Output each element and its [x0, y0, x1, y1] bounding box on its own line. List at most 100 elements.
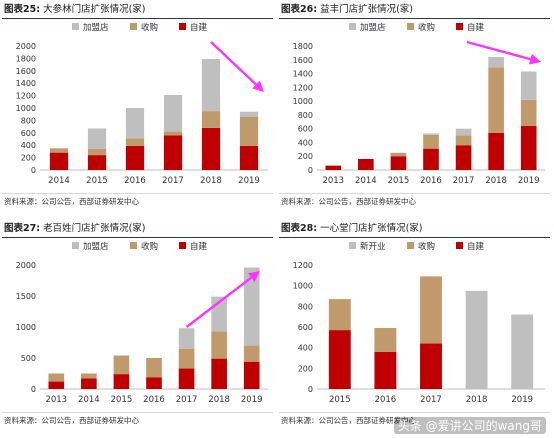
x-tick-label: 2017	[420, 395, 442, 405]
y-tick-label: 1800	[16, 54, 36, 63]
bar-segment	[125, 145, 145, 170]
bar-segment	[325, 165, 342, 170]
x-tick-label: 2016	[124, 176, 146, 186]
bar-segment	[455, 145, 472, 170]
legend-swatch	[130, 23, 137, 30]
bar-segment	[146, 358, 162, 378]
stacked-bar-chart: 新开业 收购 自建 0 200 400 600 800 1000 1200 2015 2016 2017…	[293, 241, 545, 405]
bar-segment	[201, 111, 221, 128]
bar-segment	[48, 381, 65, 389]
y-tick-label: 0	[308, 166, 313, 175]
y-tick-label: 200	[21, 154, 36, 163]
x-tick-label: 2016	[420, 176, 442, 186]
bar-segment	[325, 165, 342, 166]
x-tick-label: 2017	[162, 176, 184, 186]
y-tick-label: 1200	[293, 261, 313, 270]
stacked-bar-chart: 加盟店 收购 自建 0 200 400 600 800 1000 1200 1400 1600 1800…	[293, 22, 545, 186]
figure-label: 图表27:	[4, 223, 41, 234]
bar-segment	[163, 131, 183, 136]
bar-segment	[178, 368, 195, 389]
x-tick-label: 2016	[375, 395, 397, 405]
y-tick-label: 1200	[16, 92, 36, 101]
y-tick-label: 2000	[16, 261, 36, 270]
legend-swatch	[456, 23, 463, 30]
x-tick-label: 2015	[111, 395, 133, 405]
x-tick-label: 2018	[485, 176, 507, 186]
bar-segment	[520, 125, 537, 170]
y-tick-label: 400	[298, 344, 313, 353]
y-tick-label: 600	[298, 323, 313, 332]
bar-segment	[390, 152, 407, 157]
x-tick-label: 2013	[45, 395, 67, 405]
x-tick-label: 2015	[388, 176, 410, 186]
y-tick-label: 1400	[293, 70, 313, 79]
chart-title: 益丰门店扩张情况(家)	[320, 4, 413, 15]
legend-label: 自建	[467, 22, 485, 33]
bar-segment	[81, 373, 97, 379]
bar-segment	[423, 134, 439, 149]
trend-arrow-line	[466, 40, 531, 61]
x-tick-label: 2019	[241, 395, 263, 405]
bar-segment	[211, 358, 227, 389]
y-tick-label: 800	[298, 302, 313, 311]
chart-title: 大参林门店扩张情况(家)	[43, 4, 146, 15]
bar-segment	[201, 127, 221, 170]
x-tick-label: 2017	[176, 395, 198, 405]
bar-segment	[390, 156, 407, 170]
legend-swatch	[456, 242, 463, 249]
bar-segment	[420, 276, 442, 344]
y-tick-label: 1600	[16, 67, 36, 76]
watermark: 头条 @爱讲公司的wang哥	[393, 417, 546, 434]
y-tick-label: 1000	[293, 282, 313, 291]
bar-segment	[420, 343, 442, 389]
bar-segment	[520, 99, 537, 126]
y-tick-label: 1200	[293, 83, 313, 92]
x-tick-label: 2018	[466, 395, 488, 405]
bar-segment	[87, 155, 107, 170]
bar-segment	[163, 135, 183, 170]
legend-swatch	[407, 23, 414, 30]
bar-segment	[488, 132, 504, 170]
x-tick-label: 2018	[200, 176, 222, 186]
y-tick-label: 0	[31, 385, 36, 394]
bar-segment	[465, 290, 488, 389]
bar-segment	[239, 111, 259, 117]
legend-label: 自建	[190, 241, 208, 252]
bar-segment	[374, 328, 397, 352]
bar-segment	[125, 138, 145, 146]
y-tick-label: 1600	[293, 56, 313, 65]
legend-swatch	[349, 23, 356, 30]
y-tick-label: 0	[308, 385, 313, 394]
bar-segment	[328, 330, 351, 389]
trend-arrow-line	[210, 41, 257, 86]
stacked-bar-chart: 加盟店 收购 自建 0 200 400 600 800 1000 1200 1400 1600 1800…	[16, 22, 268, 186]
chart-panel-3: 图表27: 老百姓门店扩张情况(家) 加盟店 收购 自建 0 500 1000 1500 20…	[0, 219, 277, 438]
source-note: 资料来源：公司公告，西部证券研发中心	[4, 197, 139, 206]
x-tick-label: 2015	[86, 176, 108, 186]
bar-segment	[48, 373, 65, 382]
y-tick-label: 1500	[16, 292, 36, 301]
figure-label: 图表28:	[281, 223, 318, 234]
bar-segment	[87, 148, 107, 156]
legend-swatch	[130, 242, 137, 249]
y-tick-label: 400	[298, 138, 313, 147]
source-note: 资料来源：公司公告，西部证券研发中心	[281, 416, 416, 425]
y-tick-label: 0	[31, 166, 36, 175]
legend-label: 收购	[418, 22, 435, 33]
bar-segment	[455, 135, 472, 146]
bar-segment	[423, 133, 439, 135]
figure-label: 图表26:	[281, 4, 318, 15]
legend-swatch	[349, 242, 356, 249]
chart-title: 老百姓门店扩张情况(家)	[43, 223, 146, 234]
figure-label: 图表25:	[4, 4, 41, 15]
y-tick-label: 1800	[293, 42, 313, 51]
legend-label: 收购	[141, 22, 158, 33]
bar-segment	[243, 361, 260, 389]
bar-segment	[239, 116, 259, 146]
trend-arrow-head	[247, 271, 260, 283]
trend-arrow-head	[252, 80, 264, 92]
chart-title: 一心堂门店扩张情况(家)	[320, 223, 423, 234]
y-tick-label: 200	[298, 364, 313, 373]
chart-title-bar: 图表28: 一心堂门店扩张情况(家)	[279, 221, 550, 238]
x-tick-label: 2017	[453, 176, 475, 186]
